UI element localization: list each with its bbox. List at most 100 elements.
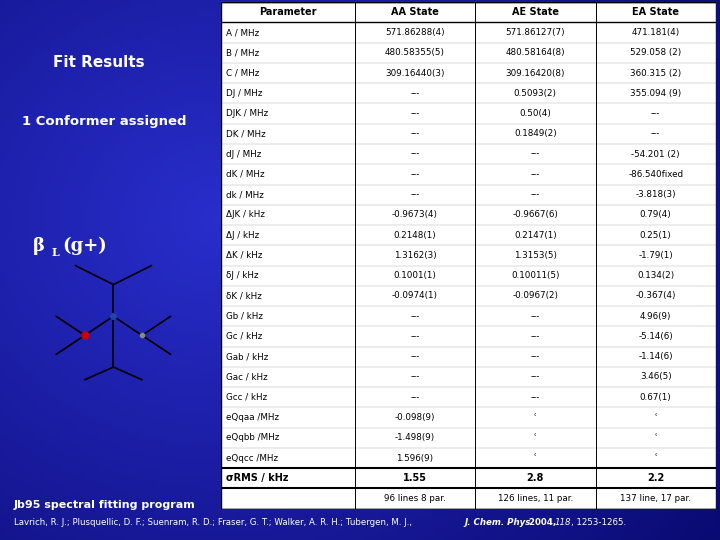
Text: -1.498(9): -1.498(9)	[395, 433, 435, 442]
Text: 571.86288(4): 571.86288(4)	[385, 28, 445, 37]
Text: ---: ---	[410, 130, 420, 138]
Text: ---: ---	[410, 150, 420, 159]
Text: ---: ---	[651, 109, 660, 118]
Text: ---: ---	[410, 190, 420, 199]
Text: 0.1849(2): 0.1849(2)	[514, 130, 557, 138]
Text: ---: ---	[531, 352, 540, 361]
Text: 0.134(2): 0.134(2)	[637, 271, 675, 280]
Text: 480.58355(5): 480.58355(5)	[385, 48, 445, 57]
Text: Gac / kHz: Gac / kHz	[226, 373, 268, 381]
Text: 96 lines 8 par.: 96 lines 8 par.	[384, 494, 446, 503]
Text: 137 line, 17 par.: 137 line, 17 par.	[620, 494, 691, 503]
Text: DJ / MHz: DJ / MHz	[226, 89, 263, 98]
Text: ---: ---	[651, 130, 660, 138]
Text: δJ / kHz: δJ / kHz	[226, 271, 258, 280]
Text: ---: ---	[410, 393, 420, 402]
Text: 0.5093(2): 0.5093(2)	[514, 89, 557, 98]
Text: DJK / MHz: DJK / MHz	[226, 109, 269, 118]
Text: Gcc / kHz: Gcc / kHz	[226, 393, 267, 402]
Text: 126 lines, 11 par.: 126 lines, 11 par.	[498, 494, 573, 503]
Text: 309.16440(3): 309.16440(3)	[385, 69, 445, 78]
Text: ʿ: ʿ	[654, 433, 657, 442]
Text: ---: ---	[531, 190, 540, 199]
Text: -0.9673(4): -0.9673(4)	[392, 211, 438, 219]
Text: 1.55: 1.55	[403, 473, 427, 483]
Text: 360.315 (2): 360.315 (2)	[630, 69, 681, 78]
Text: ʿ: ʿ	[654, 413, 657, 422]
Text: 1 Conformer assigned: 1 Conformer assigned	[22, 115, 186, 128]
Text: ΔK / kHz: ΔK / kHz	[226, 251, 263, 260]
Text: L: L	[52, 247, 59, 258]
Text: 529.058 (2): 529.058 (2)	[630, 48, 681, 57]
Text: 0.67(1): 0.67(1)	[640, 393, 672, 402]
Text: 571.86127(7): 571.86127(7)	[505, 28, 565, 37]
Text: 0.2147(1): 0.2147(1)	[514, 231, 557, 240]
Text: 2004,: 2004,	[526, 518, 559, 526]
Text: Parameter: Parameter	[259, 8, 317, 17]
Text: 1.3162(3): 1.3162(3)	[394, 251, 436, 260]
Text: eQqcc /MHz: eQqcc /MHz	[226, 454, 278, 463]
Text: -0.367(4): -0.367(4)	[636, 292, 676, 300]
Text: Jb95 spectral fitting program: Jb95 spectral fitting program	[13, 500, 195, 510]
Text: J. Chem. Phys.: J. Chem. Phys.	[464, 518, 534, 526]
Text: eQqaa /MHz: eQqaa /MHz	[226, 413, 279, 422]
Text: ---: ---	[410, 373, 420, 381]
Text: ʿ: ʿ	[534, 454, 536, 463]
Text: dK / MHz: dK / MHz	[226, 170, 265, 179]
Text: dk / MHz: dk / MHz	[226, 190, 264, 199]
Text: Gb / kHz: Gb / kHz	[226, 312, 263, 321]
Text: ---: ---	[410, 332, 420, 341]
Text: δK / kHz: δK / kHz	[226, 292, 262, 300]
Text: 0.50(4): 0.50(4)	[519, 109, 552, 118]
Text: -3.818(3): -3.818(3)	[636, 190, 676, 199]
Text: 2.8: 2.8	[526, 473, 544, 483]
Text: -0.9667(6): -0.9667(6)	[513, 211, 558, 219]
Text: 309.16420(8): 309.16420(8)	[505, 69, 565, 78]
Text: ΔJ / kHz: ΔJ / kHz	[226, 231, 259, 240]
Text: 2.2: 2.2	[647, 473, 665, 483]
Text: 480.58164(8): 480.58164(8)	[505, 48, 565, 57]
Text: ʿ: ʿ	[534, 413, 536, 422]
Text: ---: ---	[410, 312, 420, 321]
Text: ---: ---	[531, 393, 540, 402]
Text: , 1253-1265.: , 1253-1265.	[571, 518, 626, 526]
Text: 0.25(1): 0.25(1)	[640, 231, 672, 240]
Text: A / MHz: A / MHz	[226, 28, 259, 37]
Text: -0.098(9): -0.098(9)	[395, 413, 435, 422]
Text: Lavrich, R. J.; Plusquellic, D. F.; Suenram, R. D.; Fraser, G. T.; Walker, A. R.: Lavrich, R. J.; Plusquellic, D. F.; Suen…	[14, 518, 415, 526]
Text: ʿ: ʿ	[654, 454, 657, 463]
Text: -0.0974(1): -0.0974(1)	[392, 292, 438, 300]
Text: dJ / MHz: dJ / MHz	[226, 150, 261, 159]
Text: C / MHz: C / MHz	[226, 69, 259, 78]
Text: -0.0967(2): -0.0967(2)	[513, 292, 558, 300]
Text: Gab / kHz: Gab / kHz	[226, 352, 269, 361]
Text: ---: ---	[531, 170, 540, 179]
Text: ---: ---	[531, 332, 540, 341]
Text: EA State: EA State	[632, 8, 679, 17]
Text: -5.14(6): -5.14(6)	[639, 332, 673, 341]
Text: 0.1001(1): 0.1001(1)	[394, 271, 436, 280]
Text: β: β	[33, 237, 45, 255]
Text: ---: ---	[410, 170, 420, 179]
Text: ΔJK / kHz: ΔJK / kHz	[226, 211, 265, 219]
Text: DK / MHz: DK / MHz	[226, 130, 266, 138]
Text: ---: ---	[531, 373, 540, 381]
Text: 3.46(5): 3.46(5)	[640, 373, 672, 381]
Text: -1.79(1): -1.79(1)	[639, 251, 673, 260]
Text: 1.3153(5): 1.3153(5)	[514, 251, 557, 260]
Text: ---: ---	[410, 352, 420, 361]
Text: ---: ---	[531, 312, 540, 321]
Text: 471.181(4): 471.181(4)	[631, 28, 680, 37]
Text: -86.540fixed: -86.540fixed	[628, 170, 683, 179]
Text: ---: ---	[531, 150, 540, 159]
Text: 4.96(9): 4.96(9)	[640, 312, 672, 321]
Text: ʿ: ʿ	[534, 433, 536, 442]
Text: 0.79(4): 0.79(4)	[640, 211, 672, 219]
Text: -1.14(6): -1.14(6)	[639, 352, 673, 361]
Text: 1.596(9): 1.596(9)	[397, 454, 433, 463]
Text: -54.201 (2): -54.201 (2)	[631, 150, 680, 159]
Text: σRMS / kHz: σRMS / kHz	[226, 473, 289, 483]
Text: ---: ---	[410, 89, 420, 98]
Text: AE State: AE State	[512, 8, 559, 17]
Text: Fit Results: Fit Results	[53, 55, 145, 70]
